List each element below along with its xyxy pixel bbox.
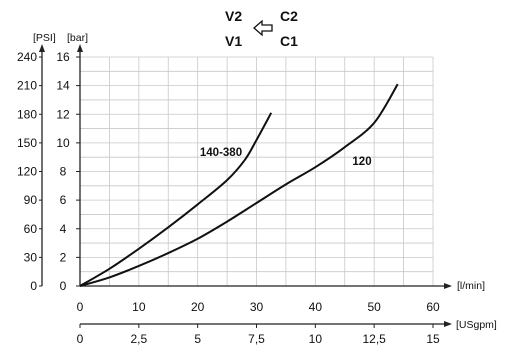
x-tick-label-lmin: 60	[426, 300, 440, 314]
series-label-140-380: 140-380	[200, 147, 242, 159]
x-axis-lmin-arrow-icon	[444, 283, 452, 289]
x-tick-label-usgpm: 15	[426, 332, 440, 346]
y-tick-label-psi: 180	[17, 107, 37, 121]
y-tick-label-psi: 0	[30, 279, 37, 293]
x-tick-label-lmin: 40	[309, 300, 323, 314]
y-tick-label-bar: 0	[60, 279, 67, 293]
series-curve-140-380	[79, 112, 273, 287]
y-tick-label-bar: 2	[60, 250, 67, 264]
y-tick-label-psi: 30	[24, 250, 38, 264]
y-tick-label-psi: 210	[17, 79, 37, 93]
y-tick-label-bar: 8	[60, 165, 67, 179]
y-tick-label-bar: 14	[56, 79, 70, 93]
y-axis-psi-arrow-icon	[39, 44, 45, 52]
series-label-120: 120	[352, 156, 371, 168]
y-tick-label-psi: 240	[17, 50, 37, 64]
y-tick-label-bar: 16	[56, 50, 70, 64]
y-tick-label-bar: 10	[56, 136, 70, 150]
grid-lines	[80, 56, 434, 286]
x-axis-usgpm-arrow-icon	[444, 321, 452, 327]
x-tick-label-usgpm: 0	[77, 332, 84, 346]
header-v2-label: V2	[225, 8, 242, 24]
x-axis-lmin-unit-label: [l/min]	[457, 280, 485, 292]
x-tick-label-lmin: 10	[132, 300, 146, 314]
y-tick-label-bar: 4	[60, 222, 67, 236]
y-axis-bar-arrow-icon	[77, 44, 83, 52]
hollow-left-arrow-icon	[253, 19, 273, 37]
x-tick-label-lmin: 30	[250, 300, 264, 314]
header-c2-label: C2	[280, 8, 298, 24]
y-tick-label-psi: 60	[24, 222, 38, 236]
x-tick-label-usgpm: 7,5	[248, 332, 265, 346]
x-tick-label-usgpm: 5	[194, 332, 201, 346]
x-tick-label-lmin: 50	[367, 300, 381, 314]
x-tick-label-usgpm: 2,5	[130, 332, 147, 346]
y-axis-bar-unit-label: [bar]	[67, 32, 88, 44]
header-v1-label: V1	[225, 33, 242, 49]
header-c1-label: C1	[280, 33, 298, 49]
x-axis-usgpm-unit-label: [USgpm]	[456, 319, 497, 331]
x-tick-label-lmin: 0	[77, 300, 84, 314]
y-tick-label-psi: 120	[17, 165, 37, 179]
y-axis-psi-unit-label: [PSI]	[33, 32, 56, 44]
x-tick-label-usgpm: 10	[309, 332, 323, 346]
y-tick-label-psi: 90	[24, 193, 38, 207]
series-curves: 140-380 120	[79, 83, 399, 287]
series-curve-120	[79, 83, 399, 287]
y-tick-label-psi: 150	[17, 136, 37, 150]
x-tick-label-lmin: 20	[191, 300, 205, 314]
x-tick-label-usgpm: 12,5	[362, 332, 386, 346]
y-tick-label-bar: 6	[60, 193, 67, 207]
y-tick-label-bar: 12	[56, 107, 70, 121]
